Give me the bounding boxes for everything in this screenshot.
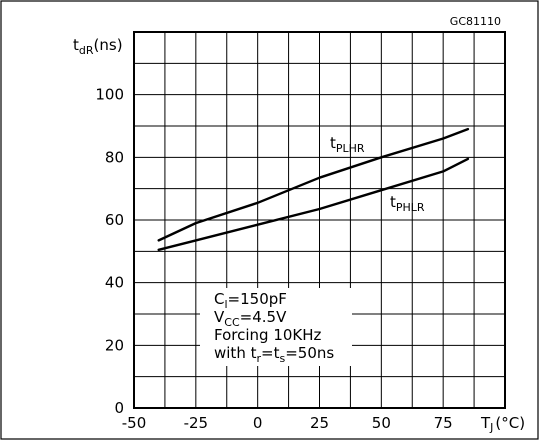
plot-area [133,31,506,409]
x-tick-label: 25 [310,414,329,432]
x-tick-label: 50 [372,414,391,432]
series-line-plhr [157,127,470,242]
x-tick-label: 0 [253,414,263,432]
annotation-box [200,288,352,366]
series-line-phlr [157,157,470,252]
annotation-line-3: Forcing 10KHz [214,326,322,344]
annotation-line-2: VCC=4.5V [214,308,287,329]
y-axis-label: tdR(ns) [73,36,123,57]
y-tick-label: 20 [105,336,124,354]
figure-code: GC81110 [450,15,501,28]
y-axis-label-unit: (ns) [94,36,123,54]
x-axis-label-unit: (°C) [495,414,525,432]
x-axis-label: TJ (°C) [480,414,525,434]
x-tick-label: -50 [122,414,147,432]
tick-labels: -50 -25 0 25 50 75 0 20 40 60 80 100 [95,86,452,432]
x-tick-label: -25 [184,414,209,432]
y-tick-label: 0 [114,399,124,417]
x-tick-label: 75 [434,414,453,432]
y-axis-label-sub: dR [79,44,94,57]
x-axis-label-main: T [480,414,491,432]
annotation-line-1: Cl=150pF [214,290,287,311]
series-group [157,127,470,252]
series-label-phlr: tPHLR [390,193,425,214]
y-tick-label: 40 [105,274,124,292]
y-tick-label: 80 [105,148,124,166]
x-axis-label-sub: J [489,421,493,434]
y-tick-label: 100 [95,86,124,104]
y-axis-label-main: t [73,36,79,54]
y-tick-label: 60 [105,211,124,229]
annotation-line-4: with tr=ts=50ns [214,344,334,365]
series-label-plhr: tPLHR [330,134,365,155]
